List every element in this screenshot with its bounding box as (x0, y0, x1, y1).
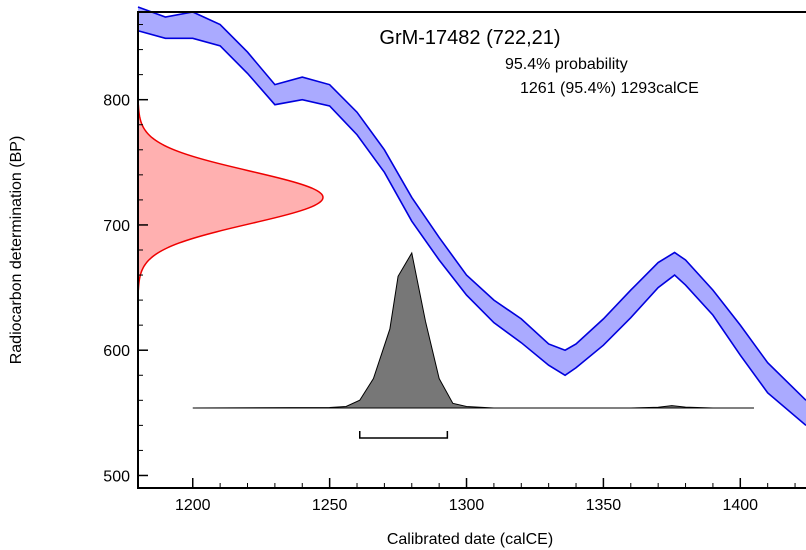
plot-axes (137, 11, 806, 489)
x-tick-label: 1350 (586, 497, 622, 514)
probability-label: 95.4% probability (505, 56, 628, 73)
posterior-distribution (192, 251, 754, 409)
x-axis-label: Calibrated date (calCE) (387, 531, 553, 548)
range-bracket (359, 431, 449, 439)
y-axis-label: Radiocarbon determination (BP) (8, 136, 25, 365)
y-tick-label: 800 (103, 93, 130, 110)
x-tick-label: 1200 (175, 497, 211, 514)
x-tick-label: 1400 (722, 497, 758, 514)
probability-range-label: 1261 (95.4%) 1293calCE (520, 80, 699, 97)
chart-title: GrM-17482 (722,21) (379, 27, 560, 49)
y-tick-label: 700 (103, 218, 130, 235)
x-tick-label: 1250 (312, 497, 348, 514)
calibration-upper-line (137, 6, 806, 401)
posterior-area (192, 251, 754, 409)
axis-frame (137, 11, 806, 489)
probability-range-bracket (359, 431, 449, 439)
measurement-distribution (137, 104, 324, 291)
x-tick-label: 1300 (449, 497, 485, 514)
calibration-lower-line (137, 30, 806, 426)
measurement-area (137, 104, 324, 291)
tick-marks: 1200 1250 1300 1350 1400 500 600 700 800 (103, 24, 796, 514)
y-tick-label: 500 (103, 468, 130, 485)
calibration-curve (137, 6, 806, 426)
y-tick-label: 600 (103, 343, 130, 360)
